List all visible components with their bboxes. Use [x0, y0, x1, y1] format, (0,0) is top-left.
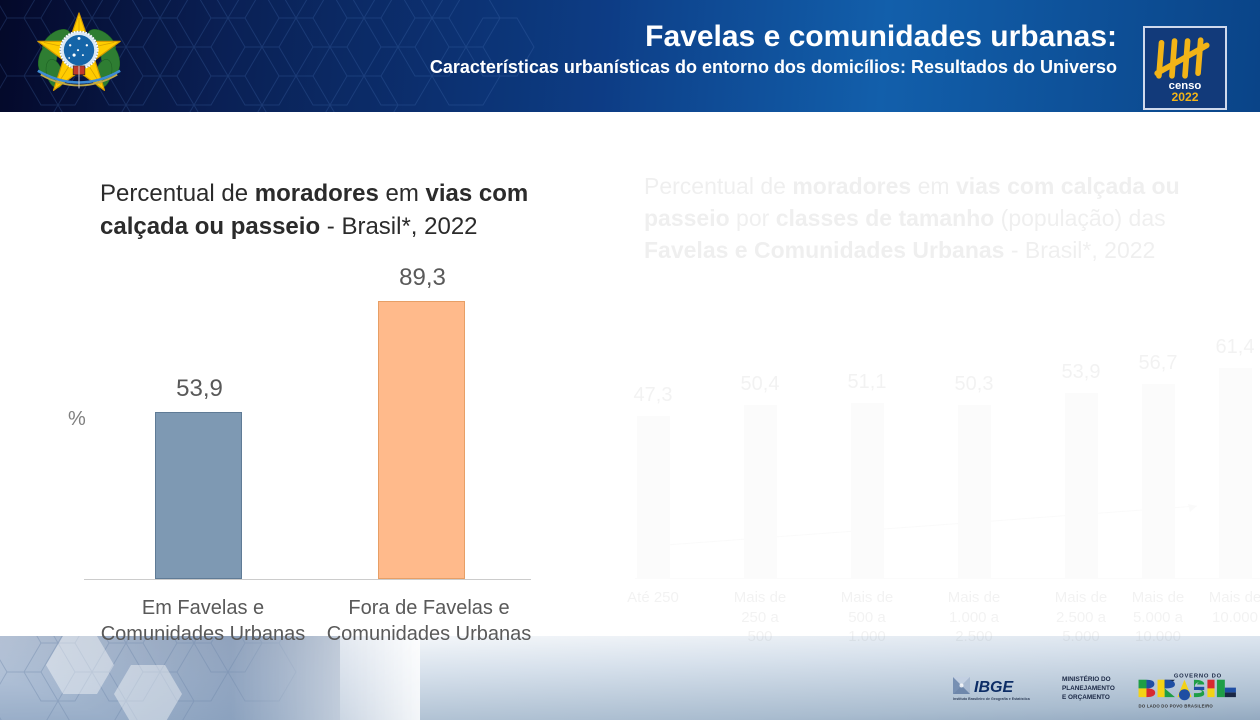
svg-text:2022: 2022	[1171, 90, 1198, 104]
